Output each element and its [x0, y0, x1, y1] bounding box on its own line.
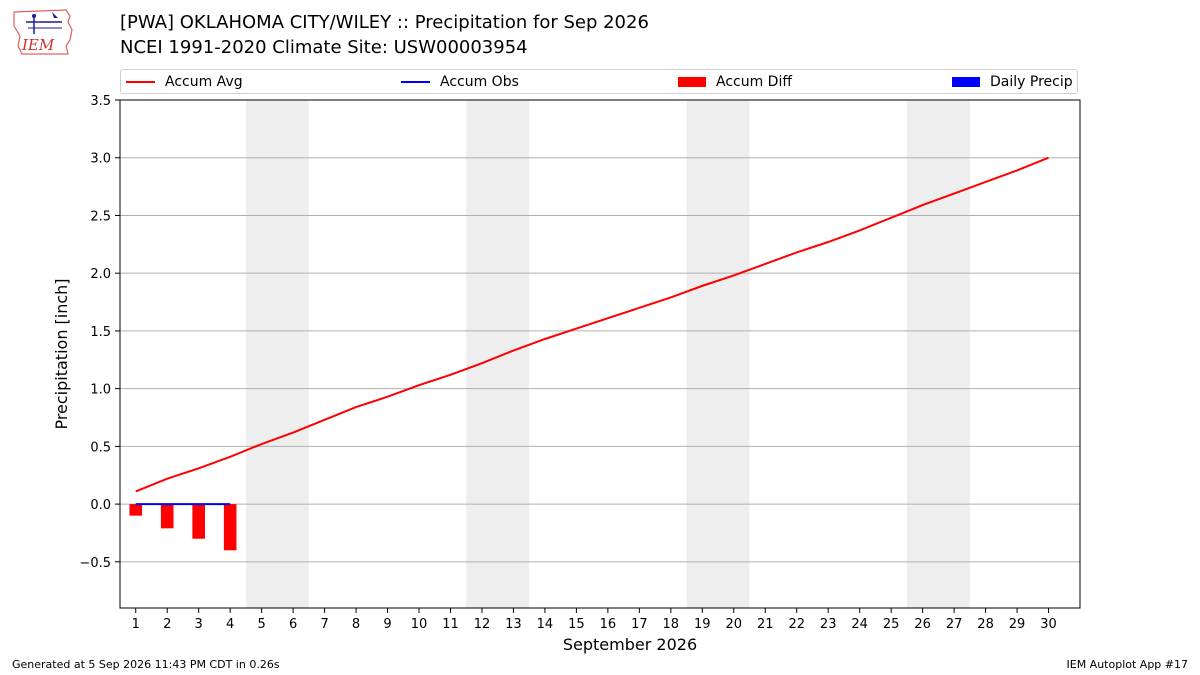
legend-swatch-accum-obs — [401, 80, 430, 83]
bar-accum-diff-3 — [223, 504, 237, 551]
x-tick-label-10: 11 — [442, 617, 459, 632]
x-tick-label-8: 9 — [383, 617, 391, 632]
x-tick-label-9: 10 — [411, 617, 428, 632]
x-tick-label-14: 15 — [568, 617, 585, 632]
legend-item-accum-obs: Accum Obs — [401, 70, 519, 93]
weekend-shade-2 — [686, 100, 750, 608]
line-accum-avg — [135, 156, 1049, 493]
y-tick-label-1: 0.0 — [90, 498, 111, 513]
y-tick-label-4: 1.5 — [90, 325, 111, 340]
bar-accum-diff-1 — [160, 504, 174, 529]
x-tick-label-7: 8 — [352, 617, 360, 632]
legend-swatch-daily-precip — [952, 76, 980, 87]
x-tick-label-11: 12 — [474, 617, 491, 632]
x-tick-label-21: 22 — [788, 617, 805, 632]
bar-accum-diff-2 — [192, 504, 205, 539]
y-tick-label-5: 2.0 — [90, 267, 111, 282]
x-tick-label-13: 14 — [537, 617, 554, 632]
legend-item-daily-precip: Daily Precip — [952, 70, 1073, 93]
iem-logo: IEM — [8, 6, 80, 58]
autoplot-app-label: IEM Autoplot App #17 — [1066, 658, 1189, 671]
x-tick-label-20: 21 — [757, 617, 774, 632]
x-tick-label-5: 6 — [289, 617, 297, 632]
legend-label-accum-diff: Accum Diff — [716, 73, 793, 90]
x-tick-label-12: 13 — [505, 617, 522, 632]
x-tick-label-23: 24 — [851, 617, 868, 632]
x-tick-label-3: 4 — [226, 617, 234, 632]
legend-item-accum-diff: Accum Diff — [678, 70, 792, 93]
chart-title: [PWA] OKLAHOMA CITY/WILEY :: Precipitati… — [120, 12, 649, 33]
generated-timestamp: Generated at 5 Sep 2026 11:43 PM CDT in … — [12, 658, 280, 671]
x-axis-label: September 2026 — [563, 635, 697, 654]
legend-swatch-accum-avg — [126, 80, 155, 83]
x-tick-label-29: 30 — [1040, 617, 1057, 632]
y-tick-label-0: −0.5 — [79, 556, 111, 571]
x-tick-label-25: 26 — [914, 617, 931, 632]
x-tick-label-17: 18 — [663, 617, 680, 632]
legend-item-accum-avg: Accum Avg — [126, 70, 243, 93]
weekend-shade-0 — [245, 100, 309, 608]
x-tick-label-27: 28 — [977, 617, 994, 632]
x-tick-label-19: 20 — [725, 617, 742, 632]
x-tick-label-6: 7 — [320, 617, 328, 632]
y-tick-label-6: 2.5 — [90, 209, 111, 224]
y-tick-label-8: 3.5 — [90, 94, 111, 109]
y-axis-label: Precipitation [inch] — [52, 278, 71, 429]
weekend-shade-3 — [906, 100, 970, 608]
x-tick-label-24: 25 — [883, 617, 900, 632]
weekend-shade-1 — [466, 100, 530, 608]
y-tick-label-3: 1.0 — [90, 383, 111, 398]
legend-label-accum-obs: Accum Obs — [440, 73, 519, 90]
x-tick-label-26: 27 — [946, 617, 963, 632]
x-tick-label-2: 3 — [195, 617, 203, 632]
iem-logo-text: IEM — [21, 36, 55, 54]
legend: Accum Avg Accum Obs Accum Diff Daily Pre… — [120, 69, 1078, 94]
plot-frame — [119, 99, 1081, 609]
legend-label-accum-avg: Accum Avg — [165, 73, 243, 90]
legend-label-daily-precip: Daily Precip — [990, 73, 1073, 90]
y-tick-label-2: 0.5 — [90, 440, 111, 455]
x-tick-label-0: 1 — [132, 617, 140, 632]
x-tick-label-16: 17 — [631, 617, 648, 632]
x-tick-label-1: 2 — [163, 617, 171, 632]
x-tick-label-4: 5 — [257, 617, 265, 632]
y-tick-label-7: 3.0 — [90, 152, 111, 167]
bar-accum-diff-0 — [129, 504, 143, 516]
legend-swatch-accum-diff — [678, 76, 706, 87]
x-tick-label-15: 16 — [600, 617, 617, 632]
x-tick-label-22: 23 — [820, 617, 837, 632]
chart-subtitle: NCEI 1991-2020 Climate Site: USW00003954 — [120, 37, 528, 58]
x-tick-label-18: 19 — [694, 617, 711, 632]
x-tick-label-28: 29 — [1009, 617, 1026, 632]
